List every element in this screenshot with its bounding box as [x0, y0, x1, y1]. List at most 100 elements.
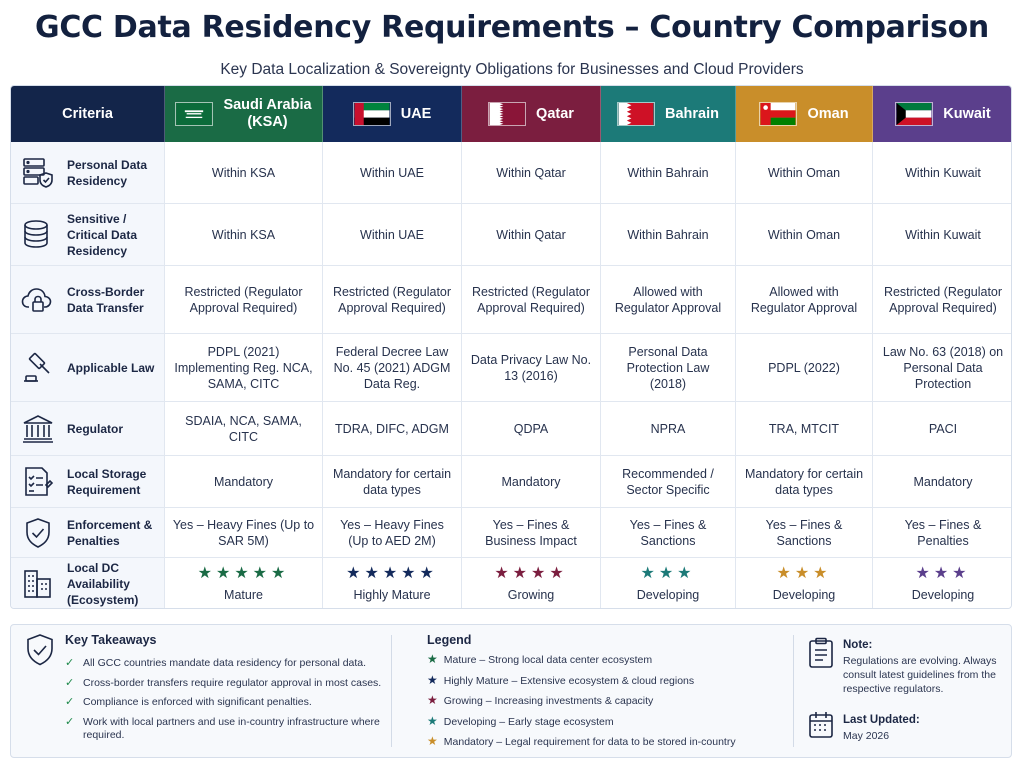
star-icon: ★ — [427, 713, 438, 728]
value-cell: Mandatory — [873, 456, 1011, 508]
header-oman: Oman — [736, 86, 873, 142]
country-name: Oman — [807, 105, 849, 122]
qatar-flag-icon — [488, 102, 527, 126]
country-name: Bahrain — [665, 105, 719, 122]
star-rating: ★★★ — [640, 565, 696, 582]
value-cell: Within Kuwait — [873, 204, 1011, 266]
value-cell: Within Qatar — [462, 204, 601, 266]
dc-rating-cell: ★★★ Developing — [736, 558, 873, 608]
calendar-icon — [809, 712, 833, 738]
page-title: GCC Data Residency Requirements – Countr… — [35, 10, 989, 45]
value-cell: Restricted (Regulator Approval Required) — [873, 266, 1011, 334]
uae-flag-icon — [352, 102, 391, 126]
value-cell: Within UAE — [323, 204, 462, 266]
last-updated-date: May 2026 — [843, 730, 890, 742]
legend-label: Mandatory – Legal requirement for data t… — [443, 736, 736, 748]
value-cell: Law No. 63 (2018) on Personal Data Prote… — [873, 334, 1011, 402]
value-cell: Within Qatar — [462, 142, 601, 204]
header-bahrain: Bahrain — [601, 86, 736, 142]
value-cell: PDPL (2022) — [736, 334, 873, 402]
criteria-label: Cross-Border Data Transfer — [67, 284, 145, 315]
dc-rating-cell: ★★★★ Growing — [462, 558, 601, 608]
value-cell: Yes – Fines & Penalties — [873, 508, 1011, 558]
criteria-label: Enforcement & Penalties — [67, 517, 153, 548]
shield-check-icon — [27, 634, 53, 666]
country-name-line2: (KSA) — [247, 114, 288, 130]
legend-item: ★ Mandatory – Legal requirement for data … — [427, 735, 787, 749]
value-cell: Within Bahrain — [601, 204, 736, 266]
info-panel: Key Takeaways ✓ All GCC countries mandate… — [10, 624, 1012, 758]
country-name: UAE — [400, 105, 432, 122]
star-icon: ★ — [427, 693, 438, 707]
value-cell: Within Bahrain — [601, 142, 736, 204]
value-cell: TDRA, DIFC, ADGM — [323, 402, 462, 456]
legend-label: Mature – Strong local data center ecosys… — [443, 654, 653, 666]
note-text: Regulations are evolving. Always consult… — [843, 655, 997, 695]
value-cell: Yes – Fines & Sanctions — [601, 508, 736, 558]
criteria-regulator: Regulator — [11, 402, 165, 456]
kuwait-flag-icon — [895, 102, 934, 126]
database-icon — [24, 219, 48, 248]
value-cell: Personal Data Protection Law (2018) — [601, 334, 736, 402]
legend-item: ★ Growing – Increasing investments & capa… — [427, 694, 787, 708]
note-title: Note: — [843, 639, 873, 651]
value-cell: Mandatory for certain data types — [323, 456, 462, 508]
last-updated-title: Last Updated: — [843, 714, 920, 726]
gavel-icon — [24, 352, 50, 382]
star-rating: ★★★★★ — [197, 565, 290, 582]
dc-rating-cell: ★★★ Developing — [873, 558, 1011, 608]
dc-maturity-label: Growing — [507, 588, 555, 602]
value-cell: Within Kuwait — [873, 142, 1011, 204]
checklist-icon — [25, 466, 54, 496]
criteria-label: Sensitive / Critical Data Residency — [67, 211, 138, 258]
country-name: Qatar — [536, 105, 574, 122]
dc-maturity-label: Developing — [911, 588, 975, 602]
criteria-label: Applicable Law — [67, 360, 155, 375]
value-cell: TRA, MTCIT — [736, 402, 873, 456]
takeaway-text: Compliance is enforced with significant … — [83, 696, 312, 708]
check-circle-icon: ✓ — [65, 696, 75, 708]
value-cell: Within Oman — [736, 204, 873, 266]
list-item: ✓ All GCC countries mandate data residenc… — [65, 657, 385, 670]
dc-rating-cell: ★★★★★ Mature — [165, 558, 323, 608]
star-rating: ★★★ — [776, 565, 832, 582]
list-item: ✓ Work with local partners and use in-cou… — [65, 716, 385, 742]
value-cell: Mandatory — [165, 456, 323, 508]
dc-maturity-label: Mature — [224, 588, 263, 602]
value-cell: NPRA — [601, 402, 736, 456]
value-cell: Yes – Fines & Sanctions — [736, 508, 873, 558]
dc-maturity-label: Developing — [636, 588, 700, 602]
clipboard-icon — [809, 637, 833, 668]
value-cell: Yes – Heavy Fines (Up to AED 2M) — [323, 508, 462, 558]
page-subtitle: Key Data Localization & Sovereignty Obli… — [220, 61, 804, 78]
takeaways-title: Key Takeaways — [65, 633, 157, 647]
list-item: ✓ Compliance is enforced with significant… — [65, 696, 385, 709]
takeaway-text: Cross-border transfers require regulator… — [83, 676, 382, 689]
value-cell: Yes – Fines & Business Impact — [462, 508, 601, 558]
dc-maturity-label: Developing — [772, 588, 836, 602]
value-cell: Mandatory for certain data types — [736, 456, 873, 508]
cloud-lock-icon — [21, 287, 52, 312]
header-uae: UAE — [323, 86, 462, 142]
dc-maturity-label: Highly Mature — [353, 588, 431, 602]
header-criteria: Criteria — [11, 86, 165, 142]
star-icon: ★ — [427, 672, 438, 687]
country-name: Kuwait — [943, 105, 991, 122]
header-saudi-arabia: Saudi Arabia (KSA) — [165, 86, 323, 142]
check-circle-icon: ✓ — [65, 676, 75, 689]
criteria-cross-border-transfer: Cross-Border Data Transfer — [11, 266, 165, 334]
criteria-local-dc-availability: Local DC Availability (Ecosystem) — [11, 558, 165, 608]
value-cell: Data Privacy Law No. 13 (2016) — [462, 334, 601, 402]
value-cell: Within UAE — [323, 142, 462, 204]
divider — [793, 635, 794, 747]
value-cell: Allowed with Regulator Approval — [601, 266, 736, 334]
list-item: ✓ Cross-border transfers require regulato… — [65, 677, 385, 690]
value-cell: Within KSA — [165, 142, 323, 204]
criteria-personal-data-residency: Personal Data Residency — [11, 142, 165, 204]
star-rating: ★★★★ — [494, 565, 568, 582]
takeaway-text: Work with local partners and use in-coun… — [83, 715, 380, 741]
criteria-applicable-law: Applicable Law — [11, 334, 165, 402]
value-cell: SDAIA, NCA, SAMA, CITC — [165, 402, 323, 456]
value-cell: PDPL (2021) Implementing Reg. NCA, SAMA,… — [165, 334, 323, 402]
value-cell: Recommended / Sector Specific — [601, 456, 736, 508]
